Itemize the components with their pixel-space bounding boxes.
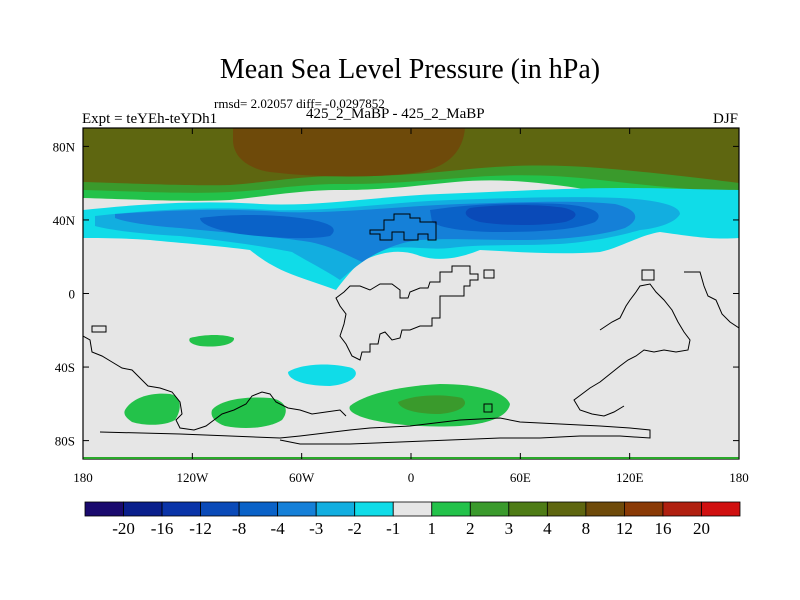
experiment-label: Expt = teYEh-teYDh1	[82, 111, 218, 127]
x-tick-label: 180	[73, 470, 93, 485]
colorbar-swatch	[354, 501, 394, 517]
region-deepblue-core-west	[200, 215, 334, 239]
region-darkgreen-south	[398, 395, 466, 414]
colorbar-label: -12	[189, 519, 212, 538]
coastline-island-1	[641, 269, 655, 281]
coastline-australia	[573, 283, 691, 417]
chart-title: Mean Sea Level Pressure (in hPa)	[219, 54, 601, 85]
comparison-label: 425_2_MaBP - 425_2_MaBP	[306, 106, 485, 122]
region-cyan-south	[288, 364, 356, 386]
colorbar-label: 20	[693, 519, 710, 538]
colorbar-label: -20	[112, 519, 135, 538]
season-label: DJF	[712, 111, 738, 127]
colorbar-swatch	[469, 501, 510, 517]
x-tick-label: 180	[729, 470, 749, 485]
colorbar-label: 8	[582, 519, 591, 538]
colorbar-swatch	[238, 501, 279, 517]
colorbar-label: -2	[348, 519, 362, 538]
colorbar-swatch	[624, 501, 664, 517]
colorbar-swatch	[585, 501, 625, 517]
colorbar-swatch	[662, 501, 702, 517]
colorbar-swatch	[161, 501, 201, 517]
rmsd-diff-stats: rmsd= 2.02057 diff= -0.0297852	[214, 96, 385, 111]
coastline-africa	[335, 265, 479, 361]
colorbar-swatch	[508, 501, 548, 517]
colorbar-label: -4	[271, 519, 286, 538]
colorbar-swatch	[546, 501, 587, 517]
colorbar-label: 4	[543, 519, 552, 538]
colorbar-swatch	[200, 501, 240, 517]
colorbar-swatch	[431, 501, 471, 517]
coastline-island-4	[483, 403, 493, 413]
colorbar-label: -16	[151, 519, 174, 538]
colorbar-label: 3	[505, 519, 514, 538]
coastline-eurasia	[369, 213, 437, 241]
region-navy-core	[465, 205, 576, 225]
colorbar-swatch	[277, 501, 317, 517]
x-tick-label: 60E	[510, 470, 531, 485]
coastline-americas	[83, 335, 347, 431]
coastline-island-3	[483, 269, 495, 279]
axis-ticks: 180 120W 60W 0 60E 120E 180 80N 40N 0 40S 80S	[53, 128, 749, 485]
x-tick-label: 120W	[176, 470, 209, 485]
contour-fill-layer	[83, 128, 739, 459]
region-brown-arctic	[233, 128, 465, 177]
y-tick-label: 40S	[55, 360, 75, 375]
coastline-island-2	[91, 325, 107, 333]
colorbar-swatch	[84, 501, 124, 517]
colorbar-label: 12	[616, 519, 633, 538]
colorbar: -20 -16 -12 -8 -4 -3 -2 -1 1 2 3 4 8 12 16 20	[84, 501, 741, 538]
colorbar-label: -1	[386, 519, 400, 538]
region-green-south-2	[124, 393, 180, 425]
colorbar-label: 2	[466, 519, 475, 538]
region-green-south-3	[211, 397, 286, 428]
coastline-pacific-islands	[684, 271, 739, 329]
x-tick-label: 60W	[289, 470, 315, 485]
colorbar-swatch	[123, 501, 163, 517]
x-tick-label: 0	[408, 470, 415, 485]
colorbar-label: -8	[232, 519, 246, 538]
y-tick-label: 40N	[53, 213, 76, 228]
colorbar-swatch	[392, 501, 433, 517]
y-tick-label: 80N	[53, 139, 76, 154]
coastlines	[83, 213, 739, 445]
y-tick-label: 80S	[55, 434, 75, 449]
colorbar-label: 1	[428, 519, 437, 538]
region-green-south-1	[189, 335, 235, 347]
colorbar-label: 16	[654, 519, 671, 538]
colorbar-swatch	[701, 501, 741, 517]
colorbar-label: -3	[309, 519, 323, 538]
colorbar-swatch	[315, 501, 356, 517]
coastline-antarctica	[99, 417, 651, 445]
x-tick-label: 120E	[616, 470, 644, 485]
y-tick-label: 0	[69, 287, 76, 302]
